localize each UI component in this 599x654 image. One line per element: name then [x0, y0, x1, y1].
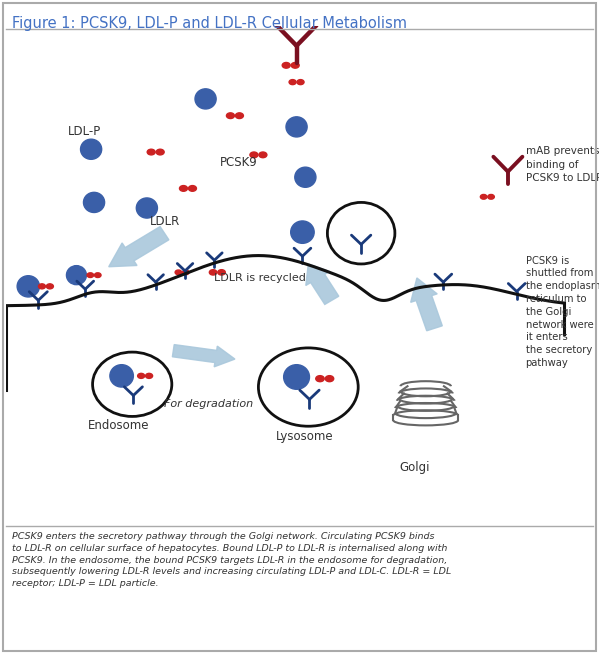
Circle shape: [195, 89, 216, 109]
Circle shape: [295, 167, 316, 187]
Ellipse shape: [189, 186, 196, 191]
Ellipse shape: [226, 113, 234, 118]
Ellipse shape: [316, 375, 324, 382]
Ellipse shape: [95, 273, 101, 277]
Ellipse shape: [325, 375, 334, 382]
Ellipse shape: [250, 152, 258, 158]
Circle shape: [83, 192, 105, 213]
Text: Golgi: Golgi: [400, 461, 430, 474]
Text: For degradation: For degradation: [165, 399, 253, 409]
Ellipse shape: [291, 63, 299, 68]
Ellipse shape: [147, 149, 155, 155]
Circle shape: [80, 139, 102, 160]
FancyArrow shape: [411, 278, 442, 331]
Ellipse shape: [289, 80, 296, 84]
Ellipse shape: [138, 373, 145, 379]
Text: mAB prevents
binding of
PCSK9 to LDLR: mAB prevents binding of PCSK9 to LDLR: [525, 146, 599, 183]
Circle shape: [137, 198, 158, 218]
Ellipse shape: [175, 270, 181, 275]
Ellipse shape: [209, 269, 217, 275]
FancyArrow shape: [306, 264, 339, 304]
Ellipse shape: [488, 194, 494, 199]
Ellipse shape: [38, 284, 46, 289]
Text: PCSK9 enters the secretory pathway through the Golgi network. Circulating PCSK9 : PCSK9 enters the secretory pathway throu…: [12, 532, 451, 589]
Ellipse shape: [235, 113, 243, 118]
Ellipse shape: [183, 270, 189, 275]
Ellipse shape: [87, 273, 93, 277]
Ellipse shape: [282, 63, 290, 68]
Circle shape: [291, 221, 314, 243]
Ellipse shape: [480, 194, 487, 199]
FancyArrow shape: [173, 345, 235, 367]
Ellipse shape: [259, 152, 267, 158]
Text: PCSK9: PCSK9: [220, 156, 258, 169]
Circle shape: [110, 365, 134, 387]
Text: LDLR: LDLR: [150, 215, 180, 228]
Ellipse shape: [180, 186, 187, 191]
Text: Endosome: Endosome: [88, 419, 150, 432]
Ellipse shape: [46, 284, 53, 289]
Text: LDL-P: LDL-P: [68, 126, 101, 138]
Ellipse shape: [297, 80, 304, 84]
Circle shape: [17, 276, 40, 297]
Ellipse shape: [156, 149, 164, 155]
FancyArrow shape: [109, 226, 169, 267]
Text: Figure 1: PCSK9, LDL-P and LDL-R Cellular Metabolism: Figure 1: PCSK9, LDL-P and LDL-R Cellula…: [12, 16, 407, 31]
Circle shape: [284, 365, 310, 389]
Circle shape: [66, 266, 86, 284]
Text: Lysosome: Lysosome: [276, 430, 334, 443]
Ellipse shape: [146, 373, 153, 379]
Text: LDLR is recycled: LDLR is recycled: [214, 273, 306, 283]
Text: PCSK9 is
shuttled from
the endoplasmic
reticulum to
the Golgi
network were
it en: PCSK9 is shuttled from the endoplasmic r…: [525, 256, 599, 368]
Ellipse shape: [218, 269, 225, 275]
Circle shape: [286, 117, 307, 137]
